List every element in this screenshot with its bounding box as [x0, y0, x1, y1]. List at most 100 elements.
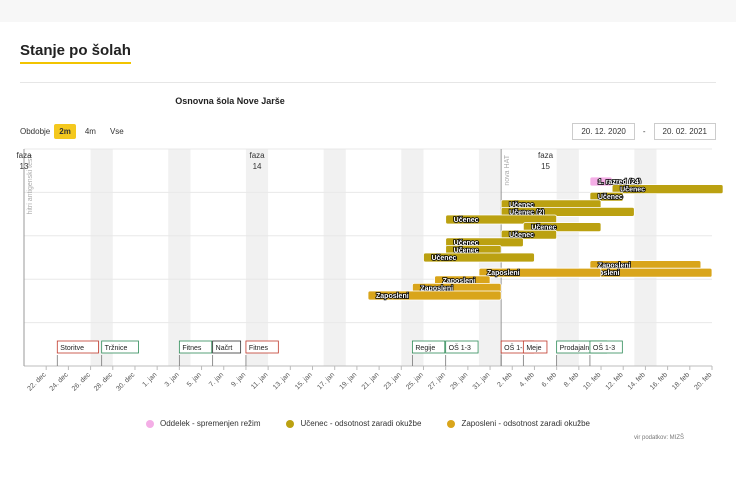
bar-label: Učenec (2): [509, 209, 544, 216]
bar: [500, 206, 635, 217]
event-box: [445, 340, 479, 354]
x-tick-label: 24. dec: [49, 371, 71, 393]
gantt-chart: hitri antigenski testi nova HAT faza 13 faza…: [16, 148, 724, 393]
x-tick-label: 9. jan: [230, 371, 247, 388]
x-tick-label: 10. feb: [582, 371, 602, 391]
legend-dot-ucenec: [286, 419, 295, 428]
phase-label: faza: [249, 151, 265, 160]
bar-label: Učenec: [531, 225, 556, 232]
bar: [445, 214, 558, 225]
bar-label: Učenec: [598, 194, 623, 201]
x-tick-label: 12. feb: [605, 371, 625, 391]
bar: [500, 229, 558, 240]
bar: [423, 252, 535, 263]
event-box: [245, 340, 279, 354]
x-tick-label: 14. feb: [627, 371, 647, 391]
bar-label: Učenec: [431, 255, 456, 262]
bar-label: 1. razred (24): [598, 179, 641, 186]
weekend-band: [401, 149, 424, 366]
data-source: vir podatkov: MIZŠ: [633, 435, 684, 441]
bar-label: Učenec: [454, 217, 479, 224]
event-label: Meje: [526, 345, 541, 352]
phase-number: 14: [253, 162, 262, 171]
range-button-all[interactable]: Vse: [104, 124, 129, 139]
event-box: [589, 340, 623, 354]
range-label: Obdobje: [20, 127, 51, 136]
legend-dot-oddelek: [146, 419, 154, 428]
bar-label: Zaposleni: [420, 285, 453, 292]
x-tick-label: 27. jan: [427, 371, 447, 391]
bar-label: Zaposleni: [443, 278, 476, 285]
phase-number: 13: [20, 162, 29, 171]
bar: [522, 222, 602, 233]
legend-item-ucenec[interactable]: Učenec - odsotnost zaradi okužbe: [286, 419, 421, 428]
date-from-input[interactable]: 20. 12. 2020: [572, 123, 635, 140]
event-label: Regije: [415, 345, 435, 352]
event-box: [178, 340, 213, 354]
x-tick-label: 21. jan: [361, 371, 381, 391]
phase-line-label: hitri antigenski testi: [27, 155, 34, 215]
legend-item-oddelek[interactable]: Oddelek - spremenjen režim: [146, 419, 260, 428]
weekend-band: [168, 149, 191, 366]
x-tick-label: 30. dec: [115, 371, 137, 393]
bar-label: Učenec: [454, 240, 479, 247]
bar: [367, 290, 502, 301]
event-label: OŠ 1-3: [449, 343, 471, 352]
legend-item-zaposleni[interactable]: Zaposleni - odsotnost zaradi okužbe: [447, 419, 590, 428]
x-tick-label: 15. jan: [294, 371, 314, 391]
event-box: [56, 340, 99, 354]
event-label: OŠ 1-3: [504, 343, 526, 352]
x-tick-label: 1. jan: [142, 371, 159, 388]
bar-label: Zaposleni: [587, 270, 620, 277]
event-box: [101, 340, 139, 354]
x-tick-label: 26. dec: [71, 371, 93, 393]
phase-line-label: nova HAT: [504, 154, 511, 185]
x-tick-label: 16. feb: [649, 371, 669, 391]
x-tick-label: 6. feb: [541, 371, 558, 388]
weekend-band: [323, 149, 346, 366]
section-title: Stanje po šolah: [20, 42, 131, 64]
x-tick-label: 19. jan: [338, 371, 358, 391]
bar-label: Zaposleni: [487, 270, 520, 277]
bar-label: Učenec: [454, 247, 479, 254]
legend-dot-zaposleni: [447, 419, 456, 428]
x-tick-label: 29. jan: [449, 371, 469, 391]
event-box: [212, 340, 242, 354]
x-tick-label: 5. jan: [186, 371, 203, 388]
bar: [611, 184, 724, 195]
date-to-input[interactable]: 20. 02. 2021: [653, 123, 716, 140]
page-card: Stanje po šolah Osnovna šola Nove Jarše …: [0, 22, 736, 491]
x-tick-label: 8. feb: [563, 371, 580, 388]
range-button-4m[interactable]: 4m: [79, 124, 101, 139]
x-tick-label: 13. jan: [272, 371, 292, 391]
bar: [589, 191, 624, 202]
phase-label: faza: [538, 151, 554, 160]
event-label: Prodajalne: [560, 345, 594, 352]
x-tick-label: 23. jan: [383, 371, 403, 391]
x-tick-label: 20. feb: [693, 371, 713, 391]
x-tick-label: 31. jan: [472, 371, 492, 391]
legend-label-zaposleni: Zaposleni - odsotnost zaradi okužbe: [461, 419, 590, 428]
bar: [478, 267, 602, 278]
x-tick-label: 17. jan: [316, 371, 336, 391]
event-label: Fitnes: [182, 345, 202, 352]
bar-label: Učenec: [509, 202, 534, 209]
x-tick-label: 2. feb: [496, 371, 513, 388]
divider: [20, 82, 716, 83]
event-label: OŠ 1-3: [593, 343, 615, 352]
legend-label-oddelek: Oddelek - spremenjen režim: [160, 419, 261, 428]
event-label: Storitve: [60, 345, 84, 352]
phase-label: faza: [16, 151, 32, 160]
x-tick-label: 18. feb: [671, 371, 691, 391]
date-range: 20. 12. 2020 - 20. 02. 2021: [572, 123, 716, 140]
weekend-band: [90, 149, 113, 366]
bar-label: Učenec: [509, 232, 534, 239]
range-button-2m[interactable]: 2m: [54, 124, 76, 139]
event-box: [522, 340, 548, 354]
range-selector: Obdobje 2m 4m Vse: [20, 124, 129, 139]
bar-label: Učenec: [620, 187, 645, 194]
weekend-band: [634, 149, 657, 366]
date-range-separator: -: [642, 127, 646, 136]
x-tick-label: 7. jan: [208, 371, 225, 388]
x-tick-label: 3. jan: [164, 371, 181, 388]
